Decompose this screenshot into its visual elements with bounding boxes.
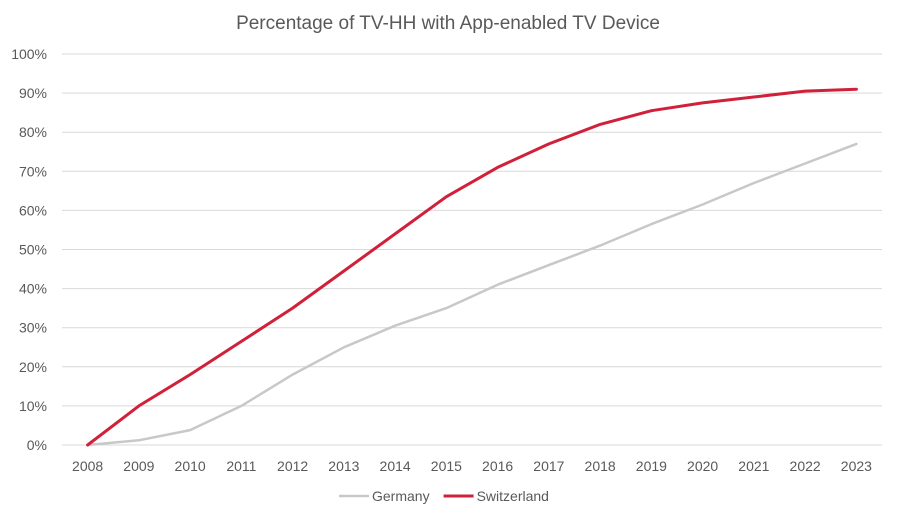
x-tick-label: 2012 xyxy=(277,458,308,474)
y-tick-label: 70% xyxy=(19,163,47,179)
y-tick-label: 90% xyxy=(19,85,47,101)
x-tick-label: 2017 xyxy=(533,458,564,474)
y-tick-label: 20% xyxy=(19,359,47,375)
series-line-germany xyxy=(86,142,858,447)
y-tick-label: 30% xyxy=(19,320,47,336)
y-tick-label: 80% xyxy=(19,124,47,140)
x-tick-label: 2018 xyxy=(585,458,616,474)
x-tick-label: 2023 xyxy=(841,458,872,474)
legend-label-germany: Germany xyxy=(372,488,430,504)
x-axis: 2008 2009 2010 2011 2012 2013 2014 2015 2016 2017… xyxy=(72,458,872,474)
x-tick-label: 2019 xyxy=(636,458,667,474)
legend: Germany Switzerland xyxy=(339,488,549,504)
series-lines xyxy=(86,87,858,447)
gridlines xyxy=(62,53,882,446)
y-axis: 0% 10% 20% 30% 40% 50% 60% 70% 80% 90% 100% xyxy=(11,46,47,453)
x-tick-label: 2014 xyxy=(380,458,411,474)
chart-title: Percentage of TV-HH with App-enabled TV … xyxy=(236,13,660,34)
legend-label-switzerland: Switzerland xyxy=(477,488,549,504)
y-tick-label: 50% xyxy=(19,242,47,258)
x-tick-label: 2021 xyxy=(738,458,769,474)
x-tick-label: 2015 xyxy=(431,458,462,474)
x-tick-label: 2022 xyxy=(790,458,821,474)
series-line-switzerland xyxy=(86,87,858,447)
x-tick-label: 2009 xyxy=(123,458,154,474)
y-tick-label: 60% xyxy=(19,202,47,218)
x-tick-label: 2013 xyxy=(328,458,359,474)
y-tick-label: 10% xyxy=(19,398,47,414)
x-tick-label: 2020 xyxy=(687,458,718,474)
y-tick-label: 100% xyxy=(11,46,47,62)
y-tick-label: 40% xyxy=(19,281,47,297)
x-tick-label: 2011 xyxy=(226,458,256,474)
x-tick-label: 2010 xyxy=(175,458,206,474)
y-tick-label: 0% xyxy=(27,437,47,453)
x-tick-label: 2008 xyxy=(72,458,103,474)
x-tick-label: 2016 xyxy=(482,458,513,474)
